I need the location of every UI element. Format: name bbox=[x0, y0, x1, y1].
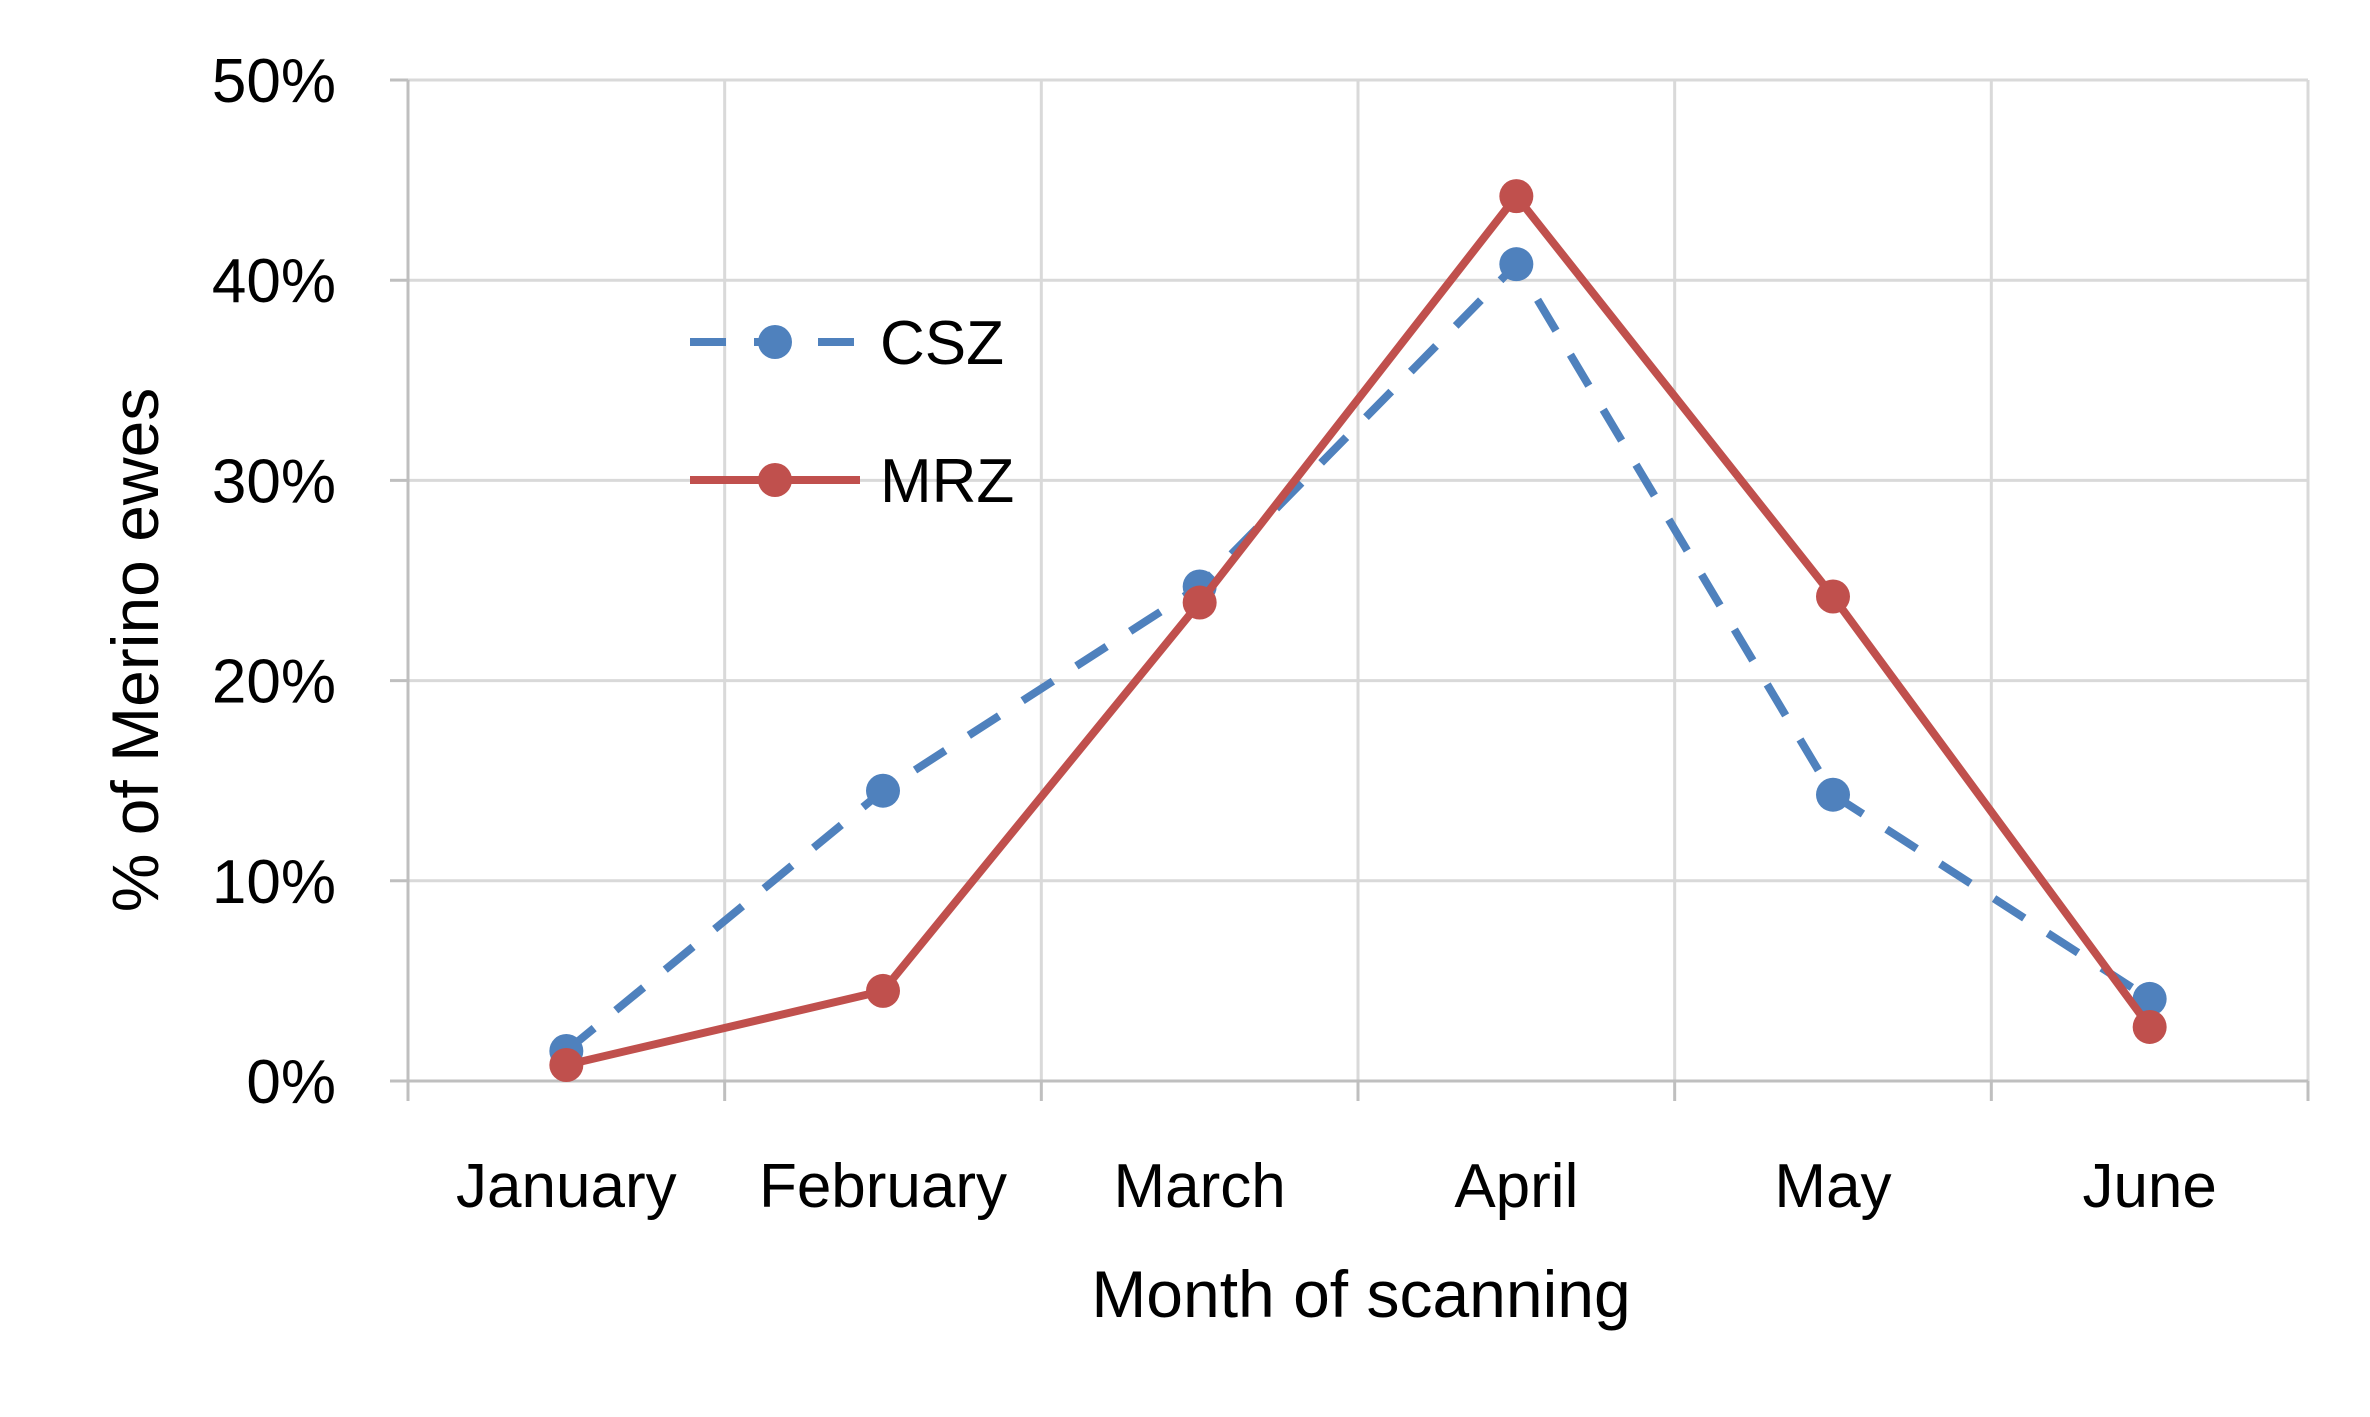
legend-swatch-marker bbox=[758, 463, 792, 497]
tick-labels: 0% 10% 20% 30% 40% 50% January February March Apr… bbox=[212, 47, 2217, 1221]
data-point-mrz bbox=[1182, 585, 1217, 620]
y-tick-label: 30% bbox=[212, 447, 336, 516]
y-tick-label: 50% bbox=[212, 47, 336, 116]
series-line-mrz bbox=[565, 192, 2153, 1069]
data-point-mrz bbox=[1499, 179, 1534, 214]
data-point-csz bbox=[2132, 981, 2167, 1016]
y-axis-title: % of Merino ewes bbox=[98, 388, 172, 913]
legend-label-csz: CSZ bbox=[880, 309, 1004, 378]
data-point-csz bbox=[1816, 777, 1850, 812]
x-tick-label: February bbox=[759, 1152, 1007, 1221]
data-point-mrz bbox=[1816, 579, 1850, 614]
series-line-csz bbox=[563, 260, 2152, 1055]
legend: CSZ MRZ bbox=[690, 309, 1014, 516]
data-point-csz bbox=[1499, 247, 1534, 282]
data-point-mrz bbox=[866, 973, 900, 1008]
grid-lines bbox=[408, 78, 2310, 1081]
data-point-mrz bbox=[2132, 1009, 2167, 1044]
y-tick-label: 40% bbox=[212, 247, 336, 316]
x-tick-label: April bbox=[1454, 1152, 1578, 1221]
axes bbox=[390, 78, 2310, 1101]
x-tick-label: May bbox=[1774, 1152, 1891, 1221]
x-tick-label: January bbox=[456, 1152, 677, 1221]
legend-label-mrz: MRZ bbox=[880, 447, 1014, 516]
y-tick-label: 0% bbox=[246, 1048, 336, 1117]
y-tick-label: 20% bbox=[212, 648, 336, 717]
data-point-mrz bbox=[549, 1047, 584, 1082]
y-tick-label: 10% bbox=[212, 848, 336, 917]
x-tick-label: March bbox=[1114, 1152, 1286, 1221]
x-axis-title: Month of scanning bbox=[1091, 1257, 1630, 1331]
series-group bbox=[549, 179, 2167, 1082]
data-point-csz bbox=[866, 773, 900, 808]
legend-swatch-marker bbox=[758, 325, 792, 359]
x-tick-label: June bbox=[2082, 1152, 2216, 1221]
